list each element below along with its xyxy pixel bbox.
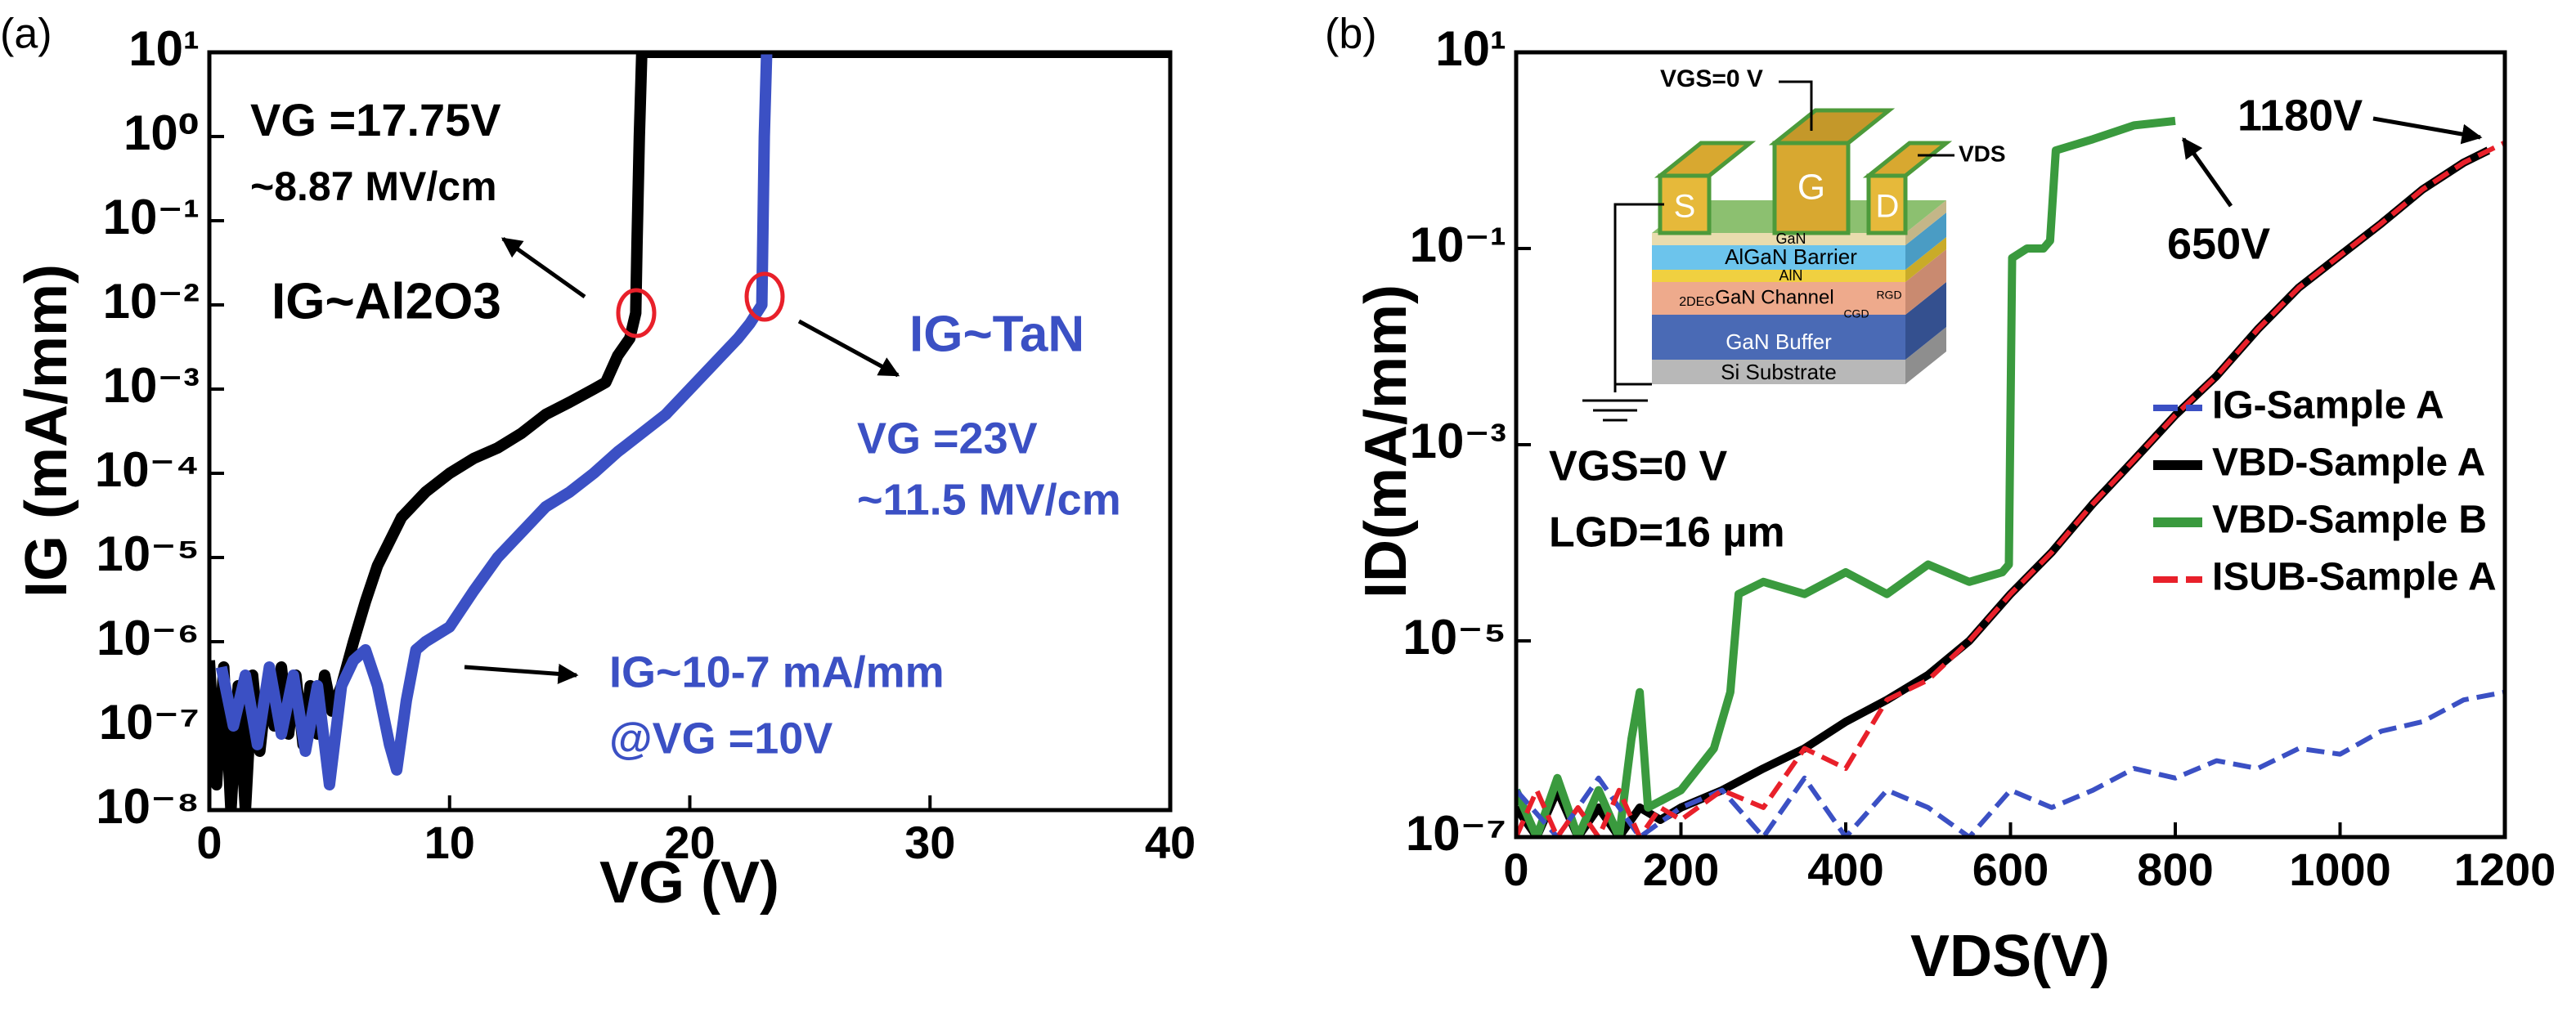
legend-label: IG-Sample A <box>2212 384 2444 428</box>
data-line <box>1516 689 2505 837</box>
data-line <box>1516 140 2505 837</box>
inset-label: RGD <box>1876 289 1901 302</box>
plot-area <box>209 52 1170 810</box>
y-tick-label: 10⁻⁴ <box>95 442 200 497</box>
inset-label: S <box>1674 189 1696 225</box>
plot-frame <box>207 50 1173 813</box>
data-line <box>1516 116 2176 837</box>
y-axis-title: ID(mA/mm) <box>1353 284 1419 598</box>
annotation: 650V <box>2167 219 2270 268</box>
y-tick-label: 10⁻² <box>103 274 200 329</box>
annotation: ~8.87 MV/cm <box>250 163 497 209</box>
x-tick-label: 400 <box>1807 844 1883 895</box>
annotation: LGD=16 µm <box>1549 509 1785 557</box>
annotation: VG =23V <box>857 414 1038 463</box>
y-tick-label: 10⁻⁷ <box>99 695 200 750</box>
legend-label: VBD-Sample B <box>2212 499 2487 542</box>
y-tick-label: 10⁻¹ <box>1410 217 1506 272</box>
y-tick-label: 10⁻⁸ <box>96 779 200 834</box>
inset-label: Si Substrate <box>1721 360 1837 384</box>
x-tick-label: 40 <box>1145 817 1196 868</box>
x-tick-label: 600 <box>1972 844 2049 895</box>
legend-label: ISUB-Sample A <box>2212 556 2497 599</box>
data-line <box>209 52 1170 810</box>
annotation: VGS=0 V <box>1549 443 1728 490</box>
x-tick-label: 1000 <box>2289 844 2391 895</box>
y-tick-label: 10⁻⁶ <box>96 611 200 665</box>
inset-label: D <box>1876 189 1900 225</box>
y-tick-label: 10¹ <box>128 21 200 76</box>
inset-label: GaN Channel <box>1715 286 1833 308</box>
y-axis-title: IG (mA/mm) <box>14 264 79 598</box>
x-tick-label: 200 <box>1643 844 1719 895</box>
plot-frame <box>1514 50 2507 840</box>
annotation: IG~10-7 mA/mm <box>609 647 945 696</box>
x-tick-label: 0 <box>196 817 222 868</box>
annotation: VG =17.75V <box>250 94 501 146</box>
y-tick-label: 10⁻⁵ <box>1402 610 1506 665</box>
x-axis-title: VG (V) <box>599 850 779 916</box>
y-tick-label: 10⁻¹ <box>103 190 200 244</box>
x-tick-label: 0 <box>1503 844 1528 895</box>
x-tick-label: 20 <box>664 817 715 868</box>
y-tick-label: 10⁻⁵ <box>96 526 200 581</box>
annotation: IG~TaN <box>909 306 1084 362</box>
y-tick-label: 10⁻³ <box>1410 414 1506 468</box>
annotation: ~11.5 MV/cm <box>857 475 1121 524</box>
plot-area <box>1516 116 2505 837</box>
annotation: @VG =10V <box>609 714 832 763</box>
annotation: IG~Al2O3 <box>272 273 501 329</box>
panel-label: (a) <box>0 11 52 58</box>
inset-label: CGD <box>1843 307 1869 320</box>
inset-label: GaN <box>1775 231 1806 247</box>
x-tick-label: 1200 <box>2454 844 2556 895</box>
panel-label: (b) <box>1325 11 1377 58</box>
inset-label: AlN <box>1779 267 1802 284</box>
highlight-circle <box>744 271 785 322</box>
highlight-circle <box>616 288 657 338</box>
x-axis-title: VDS(V) <box>1910 924 2110 989</box>
y-tick-label: 10¹ <box>1435 21 1506 76</box>
inset-label: AlGaN Barrier <box>1725 244 1857 269</box>
inset-diagram: VGS=0 V VDS S G D GaN AlGaN Barrier AlN … <box>1582 65 2006 422</box>
annotation: 1180V <box>2237 91 2363 140</box>
inset-label: VDS <box>1959 141 2006 166</box>
annotation-arrows <box>464 116 2483 684</box>
x-tick-label: 800 <box>2137 844 2213 895</box>
x-tick-label: 10 <box>424 817 475 868</box>
inset-label: 2DEG <box>1679 295 1715 309</box>
y-tick-label: 10⁰ <box>123 105 200 160</box>
inset-label: VGS=0 V <box>1660 65 1763 92</box>
inset-label: GaN Buffer <box>1726 329 1832 354</box>
inset-label: G <box>1797 168 1825 208</box>
y-tick-label: 10⁻³ <box>103 358 200 413</box>
legend-label: VBD-Sample A <box>2212 441 2485 485</box>
x-tick-label: 30 <box>904 817 955 868</box>
y-tick-label: 10⁻⁷ <box>1406 806 1506 861</box>
data-line <box>215 52 773 790</box>
